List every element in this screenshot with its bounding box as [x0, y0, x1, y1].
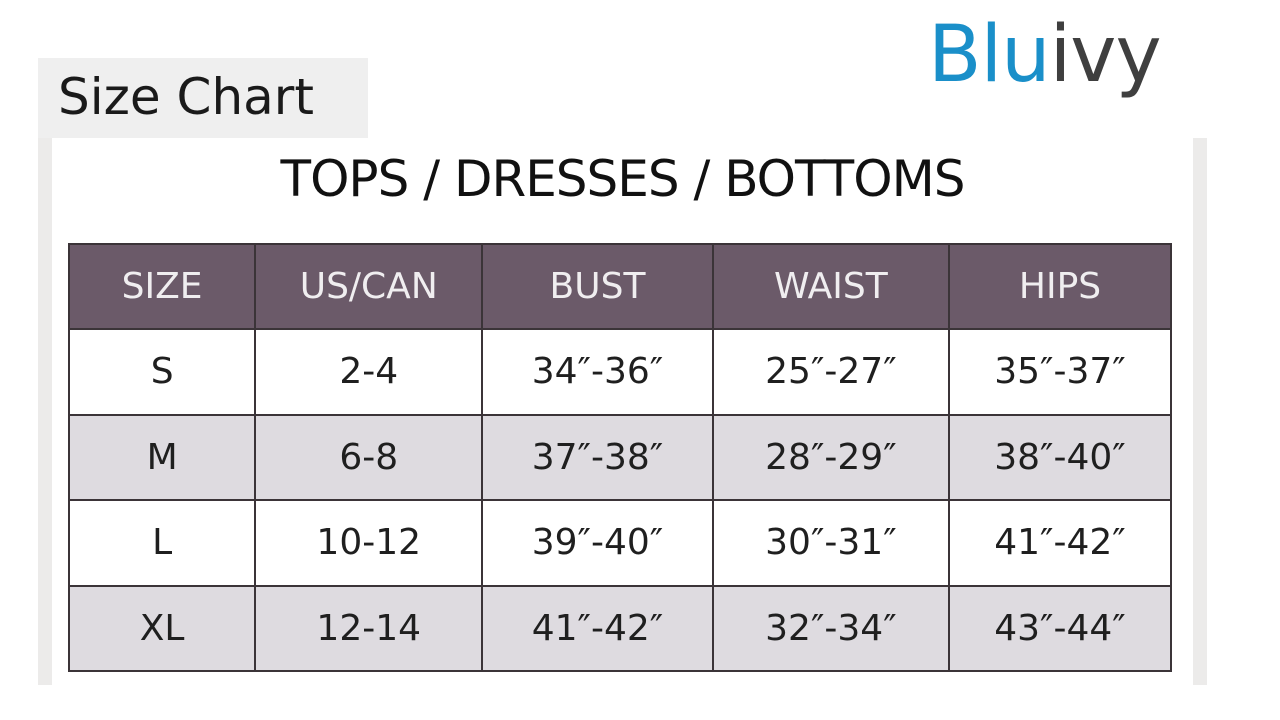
table-cell: 28″-29″: [711, 413, 951, 501]
table-cell: 41″-42″: [948, 499, 1172, 587]
table-cell: 38″-40″: [948, 413, 1172, 501]
table-cell: 32″-34″: [711, 584, 951, 672]
column-header: WAIST: [711, 243, 951, 330]
table-cell: 2-4: [254, 328, 484, 416]
logo-part-blu: Blu: [928, 10, 1051, 100]
table-cell: 41″-42″: [481, 584, 714, 672]
title-box: Size Chart: [38, 58, 368, 138]
column-header: BUST: [481, 243, 714, 330]
table-cell: 25″-27″: [711, 328, 951, 416]
table-cell: S: [67, 328, 257, 416]
table-cell: L: [67, 499, 257, 587]
column-header: US/CAN: [254, 243, 484, 330]
table-cell: 12-14: [254, 584, 484, 672]
table-cell: 39″-40″: [481, 499, 714, 587]
column-header: SIZE: [67, 243, 257, 330]
size-table: SIZE US/CAN BUST WAIST HIPS S 2-4 34″-36″ 25″-2…: [67, 243, 1172, 672]
table-cell: 43″-44″: [948, 584, 1172, 672]
table-row: XL 12-14 41″-42″ 32″-34″ 43″-44″: [67, 584, 1172, 672]
brand-logo: Bluivy: [928, 10, 1162, 100]
table-cell: 34″-36″: [481, 328, 714, 416]
table-cell: 10-12: [254, 499, 484, 587]
table-cell: XL: [67, 584, 257, 672]
header-row: SIZE US/CAN BUST WAIST HIPS: [67, 243, 1172, 330]
table-cell: 6-8: [254, 413, 484, 501]
table-row: S 2-4 34″-36″ 25″-27″ 35″-37″: [67, 328, 1172, 416]
column-header: HIPS: [948, 243, 1172, 330]
page-title: Size Chart: [58, 68, 314, 126]
table-cell: 30″-31″: [711, 499, 951, 587]
table-cell: 35″-37″: [948, 328, 1172, 416]
chart-heading: TOPS / DRESSES / BOTTOMS: [280, 150, 966, 208]
table-row: L 10-12 39″-40″ 30″-31″ 41″-42″: [67, 499, 1172, 587]
table-cell: 37″-38″: [481, 413, 714, 501]
logo-part-ivy: ivy: [1049, 10, 1162, 100]
table-cell: M: [67, 413, 257, 501]
table-row: M 6-8 37″-38″ 28″-29″ 38″-40″: [67, 413, 1172, 501]
